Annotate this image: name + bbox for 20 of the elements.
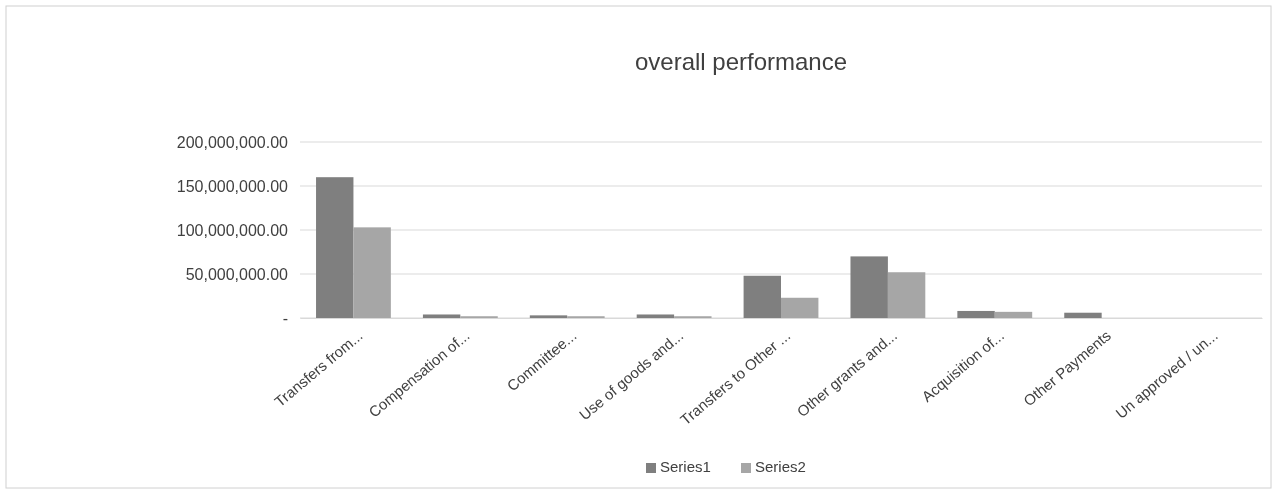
- bar: [850, 256, 888, 318]
- bar: [316, 177, 354, 318]
- legend-label: Series1: [660, 458, 711, 475]
- y-tick-label: 150,000,000.00: [176, 177, 289, 195]
- y-tick-label: -: [282, 309, 288, 327]
- bar: [353, 227, 391, 318]
- y-tick-label: 200,000,000.00: [176, 133, 289, 151]
- bar: [1064, 312, 1102, 318]
- bar: [529, 315, 568, 318]
- bar: [781, 297, 819, 318]
- bar: [636, 314, 675, 318]
- chart-title: overall performance: [634, 48, 848, 75]
- bar: [994, 311, 1033, 318]
- y-tick-label: 100,000,000.00: [176, 221, 289, 239]
- y-tick-label: 50,000,000.00: [185, 265, 289, 283]
- bar: [887, 272, 926, 318]
- legend-label: Series2: [755, 458, 806, 475]
- bar: [957, 310, 995, 318]
- bar: [422, 314, 461, 318]
- bar: [743, 275, 781, 318]
